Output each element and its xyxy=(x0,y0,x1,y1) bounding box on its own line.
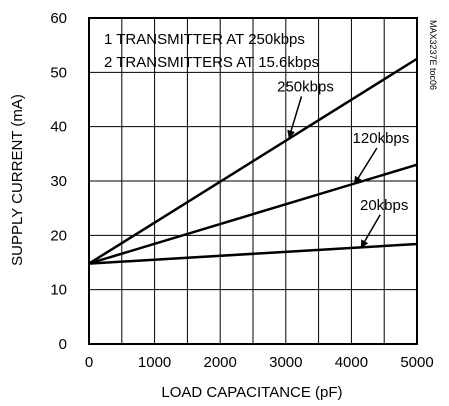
series-arrow-250kbps xyxy=(287,96,303,139)
series-labels: 250kbps 120kbps 20kbps xyxy=(277,78,410,249)
part-number: MAX3237E toc06 xyxy=(428,20,438,90)
series-label-20kbps: 20kbps xyxy=(360,197,408,214)
series-arrow-120kbps xyxy=(354,147,378,185)
y-tick-label: 30 xyxy=(50,173,67,190)
y-axis-label: SUPPLY CURRENT (mA) xyxy=(9,94,26,266)
x-axis-label: LOAD CAPACITANCE (pF) xyxy=(161,384,342,401)
tick-labels: 0 1000 2000 3000 4000 5000 0 10 20 30 40 50 60 xyxy=(50,10,433,371)
y-tick-label: 40 xyxy=(50,119,67,136)
y-tick-label: 50 xyxy=(50,64,67,81)
series-label-250kbps: 250kbps xyxy=(277,78,334,95)
y-tick-label: 60 xyxy=(50,10,67,27)
x-tick-label: 5000 xyxy=(400,354,433,371)
series-label-120kbps: 120kbps xyxy=(353,130,410,147)
series-arrow-20kbps xyxy=(360,214,381,249)
x-tick-label: 1000 xyxy=(138,354,171,371)
annotation-2: 2 TRANSMITTERS AT 15.6kbps xyxy=(104,54,319,71)
series-line-250kbps xyxy=(88,57,418,265)
x-tick-label: 2000 xyxy=(204,354,237,371)
x-tick-label: 3000 xyxy=(269,354,302,371)
x-tick-label: 0 xyxy=(85,354,93,371)
plot-frame xyxy=(88,17,418,345)
series-line-120kbps xyxy=(88,163,418,265)
grid xyxy=(89,18,417,344)
y-tick-label: 0 xyxy=(59,336,67,353)
y-tick-label: 20 xyxy=(50,227,67,244)
annotation-1: 1 TRANSMITTER AT 250kbps xyxy=(104,31,305,48)
y-tick-label: 10 xyxy=(50,282,67,299)
x-tick-label: 4000 xyxy=(335,354,368,371)
